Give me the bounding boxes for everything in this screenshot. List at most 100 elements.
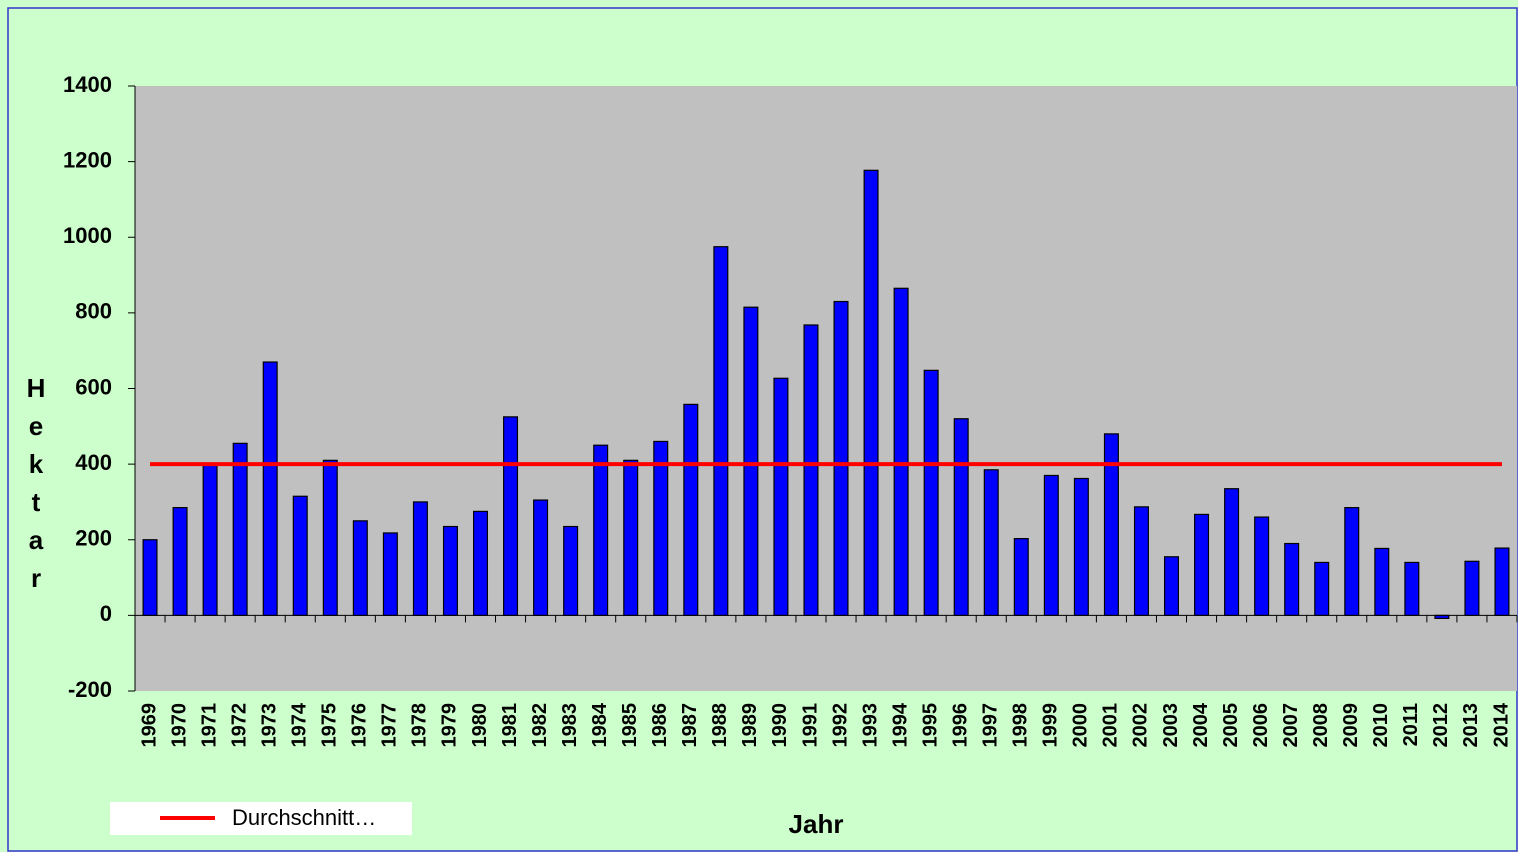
legend-label: Durchschnitt…	[232, 805, 376, 830]
x-tick-label: 2008	[1310, 703, 1332, 748]
x-tick-label: 2012	[1430, 703, 1452, 748]
x-tick-label: 2003	[1160, 703, 1182, 748]
bar	[503, 416, 519, 616]
x-tick-label: 2005	[1220, 703, 1242, 748]
y-tick-label: 600	[75, 374, 112, 399]
x-tick-label: 1979	[439, 703, 461, 748]
bar	[232, 442, 248, 616]
bar	[1043, 474, 1059, 616]
x-tick-label: 2010	[1370, 703, 1392, 748]
x-axis-label: Jahr	[789, 809, 844, 839]
x-tick-label: 2006	[1250, 703, 1272, 748]
bar	[382, 532, 398, 616]
bar	[983, 469, 999, 616]
x-tick-label: 1975	[319, 703, 341, 748]
bar	[803, 324, 819, 616]
bar	[202, 463, 218, 616]
bar	[1494, 547, 1510, 616]
bar	[1103, 433, 1119, 616]
y-tick-label: 200	[75, 526, 112, 551]
bar	[1254, 516, 1270, 616]
x-tick-label: 2011	[1400, 703, 1422, 746]
bar	[442, 525, 458, 616]
bar	[533, 499, 549, 616]
x-tick-label: 1995	[919, 703, 941, 748]
x-tick-label: 1993	[859, 703, 881, 748]
y-tick-label: -200	[68, 677, 112, 702]
x-tick-label: 2009	[1340, 703, 1362, 748]
bar	[1133, 506, 1149, 616]
x-tick-label: 1997	[980, 703, 1002, 748]
bar	[1163, 556, 1180, 616]
x-tick-label: 1986	[649, 703, 671, 748]
x-tick-label: 1988	[709, 703, 731, 748]
x-tick-label: 2001	[1100, 703, 1122, 748]
bar	[142, 539, 158, 616]
x-tick-label: 1991	[799, 703, 821, 748]
bar	[893, 287, 909, 616]
y-tick-label: 800	[75, 299, 112, 324]
bar	[563, 525, 579, 616]
bar	[292, 495, 308, 616]
x-tick-label: 1974	[289, 702, 311, 747]
bar	[1314, 561, 1330, 616]
x-tick-label: 1978	[409, 703, 431, 748]
bar	[653, 440, 669, 616]
bar	[1344, 507, 1360, 616]
bar	[713, 246, 729, 616]
bar	[1224, 488, 1240, 616]
x-tick-label: 2014	[1490, 702, 1512, 747]
bar	[1284, 542, 1300, 616]
bar	[1404, 561, 1420, 616]
bar	[322, 459, 338, 616]
bar	[172, 507, 188, 616]
bar	[1464, 560, 1480, 616]
x-tick-label: 1980	[469, 703, 491, 748]
y-tick-label: 0	[100, 601, 112, 626]
x-tick-label: 1984	[589, 702, 611, 747]
bar	[833, 300, 849, 616]
bar	[412, 501, 428, 616]
bar	[683, 403, 699, 616]
bar	[1013, 538, 1029, 616]
x-tick-label: 1983	[559, 703, 581, 748]
plot-area	[135, 86, 1517, 691]
bar	[743, 306, 759, 616]
y-tick-label: 1400	[63, 72, 112, 97]
x-tick-label: 1987	[679, 703, 701, 748]
x-tick-label: 1999	[1040, 703, 1062, 748]
bar	[773, 377, 789, 616]
bar	[593, 444, 609, 616]
bar	[923, 369, 939, 616]
bar	[262, 361, 278, 616]
x-tick-label: 1996	[949, 703, 971, 748]
x-tick-label: 1970	[168, 703, 190, 748]
x-tick-label: 2000	[1070, 703, 1092, 748]
bar	[1434, 614, 1450, 619]
x-tick-label: 1994	[889, 702, 911, 747]
x-tick-label: 1973	[258, 703, 280, 748]
x-tick-label: 1998	[1010, 703, 1032, 748]
x-tick-label: 1989	[739, 703, 761, 748]
x-tick-label: 1992	[829, 703, 851, 748]
x-tick-label: 1990	[769, 703, 791, 748]
x-tick-label: 2002	[1130, 703, 1152, 748]
y-tick-label: 400	[75, 450, 112, 475]
x-tick-label: 1972	[228, 703, 250, 748]
x-tick-label: 2013	[1460, 703, 1482, 748]
bar	[472, 510, 489, 616]
y-tick-label: 1000	[63, 223, 112, 248]
x-tick-label: 1982	[529, 703, 551, 748]
bar	[1073, 477, 1089, 616]
bar	[1374, 547, 1390, 616]
bar	[623, 459, 639, 616]
bar	[953, 418, 969, 616]
x-tick-label: 1976	[349, 703, 371, 748]
x-tick-label: 1981	[499, 703, 521, 748]
x-tick-label: 1971	[198, 703, 220, 748]
x-tick-label: 2007	[1280, 703, 1302, 748]
bar	[863, 169, 879, 616]
x-tick-label: 1985	[619, 703, 641, 748]
